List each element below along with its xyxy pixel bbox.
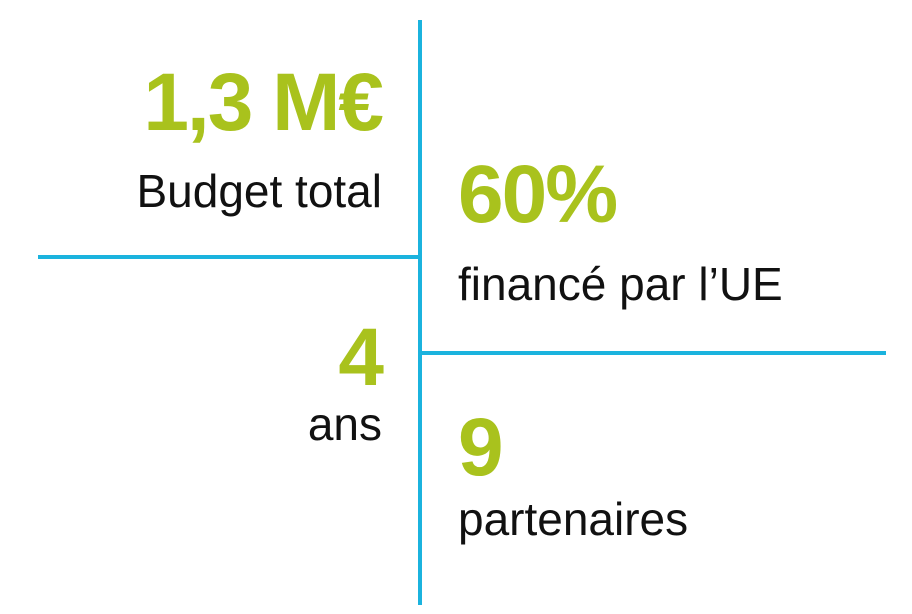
stat-label: Budget total [136, 165, 382, 217]
stat-label: ans [308, 398, 382, 450]
stat-value: 4 [338, 312, 384, 403]
stat-value: 9 [458, 402, 502, 493]
stat-label: partenaires [458, 493, 688, 545]
stat-value: 1,3 M€ [143, 57, 383, 148]
stat-value: 60% [458, 149, 616, 240]
stat-label: financé par l’UE [458, 258, 783, 310]
